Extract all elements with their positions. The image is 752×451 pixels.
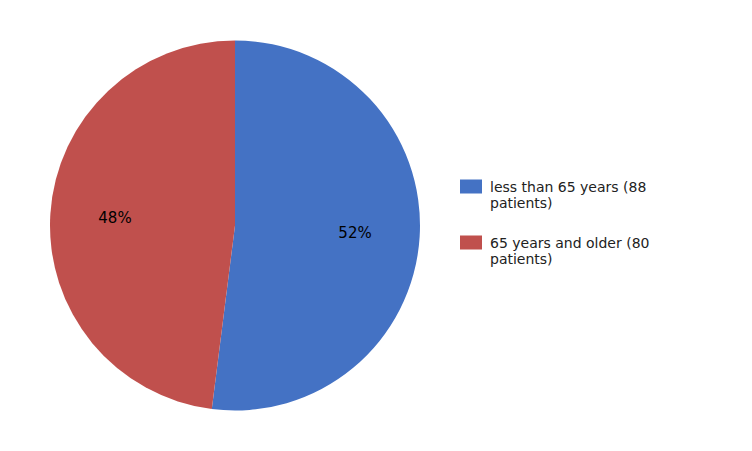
chart: 52% 48% less than 65 years (88patients) 65 … — [0, 0, 752, 451]
legend-label: less than 65 years (88patients) — [490, 179, 646, 212]
pie — [50, 41, 420, 411]
legend-label: 65 years and older (80patients) — [490, 235, 649, 268]
legend-item: 65 years and older (80patients) — [460, 235, 649, 268]
pie-slice — [50, 41, 235, 410]
legend: less than 65 years (88patients) 65 years … — [460, 179, 649, 268]
data-label: 48% — [98, 209, 131, 227]
pie-slice — [212, 41, 420, 411]
data-labels: 52% 48% — [98, 209, 371, 242]
legend-swatch — [460, 180, 482, 194]
legend-item: less than 65 years (88patients) — [460, 179, 646, 212]
data-label: 52% — [338, 224, 371, 242]
legend-swatch — [460, 236, 482, 250]
